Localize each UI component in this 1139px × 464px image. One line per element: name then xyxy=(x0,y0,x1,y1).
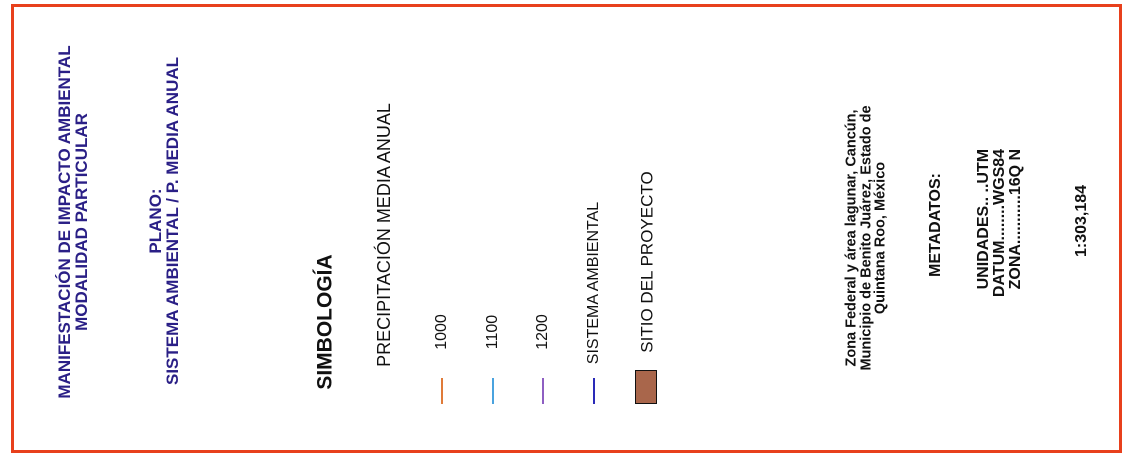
location-description: Zona Federal y área lagunar, Cancún, Mun… xyxy=(843,105,889,371)
plano-name: SISTEMA AMBIENTAL / P. MEDIA ANUAL xyxy=(163,56,182,386)
legend-label-sistema-ambiental: SISTEMA AMBIENTAL xyxy=(585,201,602,365)
location-line-2: Municipio de Benito Juárez, Estado de xyxy=(857,105,874,371)
plano-label: PLANO: xyxy=(146,188,165,254)
title-line-2: MODALIDAD PARTICULAR xyxy=(72,113,91,331)
map-sheet-frame xyxy=(11,4,1122,453)
legend-title: SIMBOLOGÍA xyxy=(313,254,337,390)
location-line-1: Zona Federal y área lagunar, Cancún, xyxy=(843,109,860,367)
legend-swatch-sitio-proyecto xyxy=(635,370,657,404)
document-title: MANIFESTACIÓN DE IMPACTO AMBIENTAL MODAL… xyxy=(55,45,91,399)
metadata-zona: ZONA...........16Q N xyxy=(1007,148,1024,290)
metadata-values: UNIDADES.. ..UTM DATUM........WGS84 ZONA… xyxy=(975,148,1024,298)
metadata-title: METADATOS: xyxy=(927,173,944,277)
legend-label-1100: 1100 xyxy=(484,314,501,350)
legend-label-1000: 1000 xyxy=(433,314,450,350)
metadata-datum: DATUM........WGS84 xyxy=(991,148,1008,298)
legend-label-sitio-proyecto: SITIO DEL PROYECTO xyxy=(637,171,657,353)
plano-block: PLANO: SISTEMA AMBIENTAL / P. MEDIA ANUA… xyxy=(146,56,182,386)
legend-swatch-1000 xyxy=(441,378,443,404)
legend-swatch-sistema-ambiental xyxy=(593,378,595,404)
legend-swatch-1200 xyxy=(542,378,544,404)
legend-subtitle: PRECIPITACIÓN MEDIA ANUAL xyxy=(374,103,394,367)
legend-label-1200: 1200 xyxy=(534,314,551,350)
title-line-1: MANIFESTACIÓN DE IMPACTO AMBIENTAL xyxy=(55,45,74,399)
map-scale: 1:303,184 xyxy=(1073,184,1090,258)
legend-swatch-1100 xyxy=(492,378,494,404)
location-line-3: Quintana Roo, México xyxy=(872,161,889,315)
metadata-unidades: UNIDADES.. ..UTM xyxy=(975,148,992,290)
